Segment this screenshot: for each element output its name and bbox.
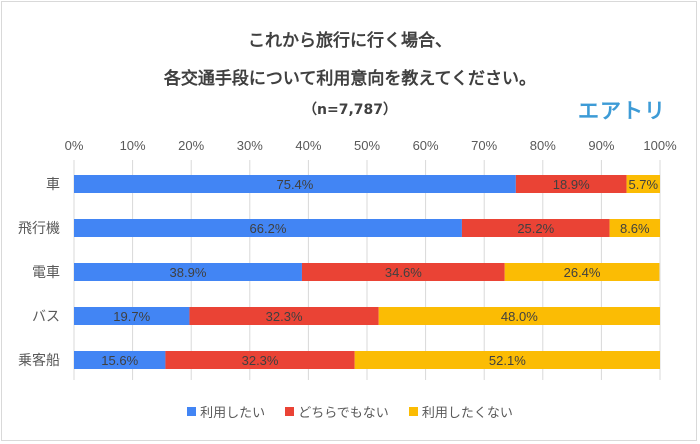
data-label: 15.6% [101, 353, 138, 368]
category-label: 車 [46, 176, 60, 193]
airtrip-logo: エアトリ [578, 99, 666, 123]
x-tick-label: 100% [643, 138, 677, 153]
data-label: 32.3% [266, 309, 303, 324]
data-label: 34.6% [385, 265, 422, 280]
legend-item: 利用したくない [408, 402, 513, 421]
data-label: 5.7% [628, 177, 658, 192]
bar-segment [504, 263, 660, 281]
bar-segment [301, 263, 505, 281]
data-label: 19.7% [113, 309, 150, 324]
legend-swatch [187, 407, 197, 416]
data-label: 18.9% [553, 177, 590, 192]
chart-title-line2: 各交通手段について利用意向を教えてください。 [163, 69, 537, 89]
chart-subtitle: （n=7,787） [303, 102, 397, 118]
x-tick-label: 70% [471, 138, 497, 153]
bar-segment [165, 351, 355, 369]
data-label: 52.1% [489, 353, 526, 368]
category-label: 乗客船 [18, 352, 60, 369]
bar-segment [378, 307, 660, 325]
x-tick-label: 60% [413, 138, 439, 153]
bar-segment [74, 307, 190, 325]
x-tick-label: 0% [65, 138, 84, 153]
legend-item: 利用したい [187, 402, 265, 421]
category-label: 電車 [32, 264, 60, 281]
data-label: 75.4% [276, 177, 313, 192]
legend-label: 利用したい [200, 406, 266, 421]
bar-segment [74, 219, 462, 237]
data-label: 48.0% [501, 309, 538, 324]
legend-swatch [285, 407, 295, 416]
x-tick-label: 10% [120, 138, 146, 153]
bar-segment [74, 263, 302, 281]
bar-segment [461, 219, 610, 237]
data-label: 26.4% [564, 265, 601, 280]
data-label: 66.2% [250, 221, 287, 236]
category-label: バス [32, 309, 60, 325]
legend-swatch [408, 407, 418, 416]
data-label: 8.6% [620, 221, 650, 236]
bar-segment [515, 175, 627, 193]
legend: 利用したい どちらでもない 利用したくない [0, 402, 700, 421]
x-tick-label: 90% [588, 138, 614, 153]
legend-label: どちらでもない [298, 406, 389, 421]
bar-segment [74, 351, 166, 369]
data-label: 32.3% [242, 353, 279, 368]
legend-label: 利用したくない [421, 406, 513, 421]
legend-item: どちらでもない [285, 402, 389, 421]
category-label: 飛行機 [18, 221, 60, 237]
data-label: 25.2% [517, 221, 554, 236]
bar-segment [189, 307, 379, 325]
data-label: 38.9% [170, 265, 207, 280]
bar-segment [74, 175, 516, 193]
bar-segment [609, 219, 660, 237]
bar-segment [354, 351, 660, 369]
x-tick-label: 20% [178, 138, 204, 153]
x-tick-label: 80% [530, 138, 556, 153]
bar-segment [626, 175, 660, 193]
chart-title-line1: これから旅行に行く場合、 [248, 31, 452, 51]
x-tick-label: 40% [295, 138, 321, 153]
x-tick-label: 50% [354, 138, 380, 153]
x-tick-label: 30% [237, 138, 263, 153]
